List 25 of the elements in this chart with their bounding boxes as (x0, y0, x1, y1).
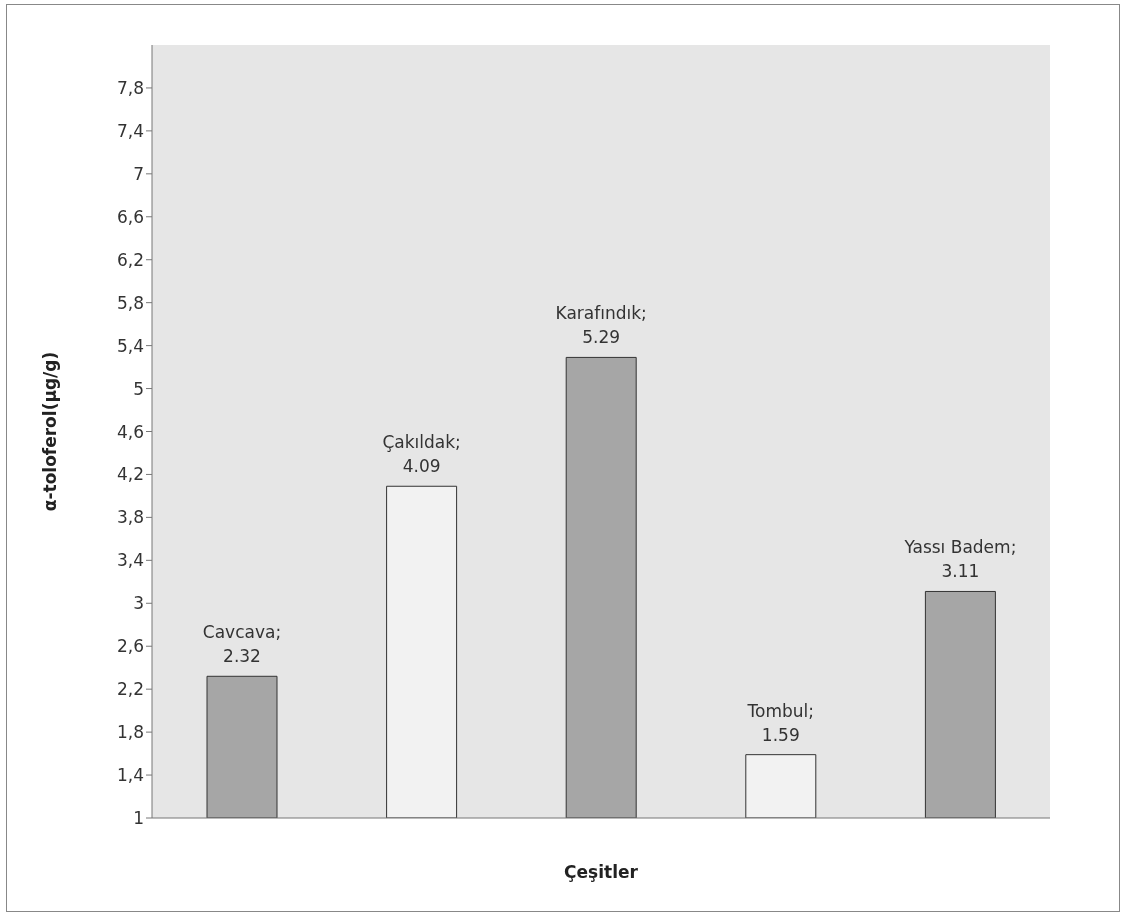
y-tick-label: 1,4 (116, 765, 144, 786)
y-tick-label: 3 (133, 593, 144, 614)
data-label: Yassı Badem; 3.11 (903, 537, 1017, 582)
data-label: Çakıldak; 4.09 (382, 432, 461, 477)
y-tick-label: 6,6 (116, 206, 144, 227)
y-tick-label: 1,8 (116, 722, 144, 743)
y-tick-label: 4,2 (116, 464, 144, 485)
y-tick-label: 2,2 (116, 679, 144, 700)
y-tick-label: 7,4 (116, 120, 144, 141)
y-tick-label: 7,8 (116, 77, 144, 98)
y-tick-label: 2,6 (116, 636, 144, 657)
y-tick-label: 5,4 (116, 335, 144, 356)
y-tick-label: 7 (133, 163, 144, 184)
y-tick-label: 6,2 (116, 249, 144, 270)
y-tick-label: 3,8 (116, 507, 144, 528)
x-axis-title: Çeşitler (564, 862, 639, 882)
data-label: Cavcava; 2.32 (202, 622, 282, 667)
y-tick-label: 5,8 (116, 292, 144, 313)
y-axis-title: α-toloferol(µg/g) (40, 351, 61, 512)
data-label: Tombul; 1.59 (746, 700, 815, 745)
y-tick-label: 4,6 (116, 421, 144, 442)
y-tick-label: 1 (133, 808, 144, 829)
data-label: Karafındık; 5.29 (555, 303, 647, 348)
y-tick-label: 3,4 (116, 550, 144, 571)
y-tick-label: 5 (133, 378, 144, 399)
